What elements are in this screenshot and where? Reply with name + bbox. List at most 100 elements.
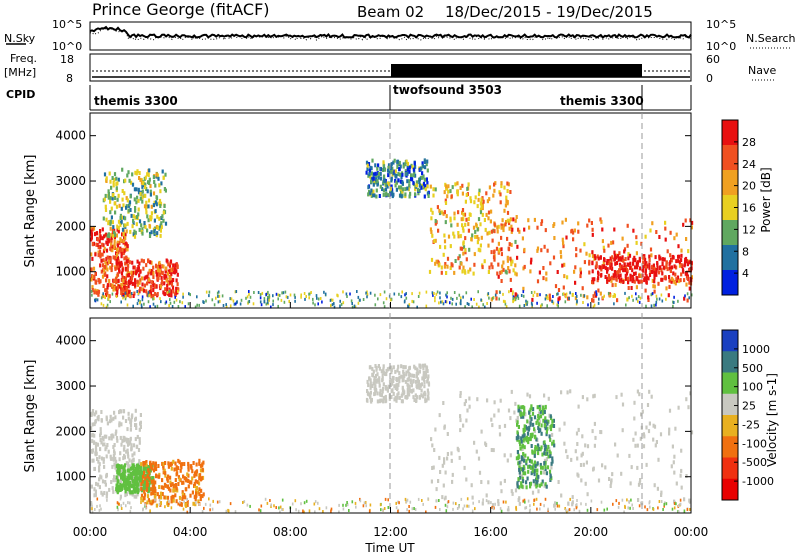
power-echo-cell <box>105 289 108 293</box>
velocity-echo-cell <box>93 487 96 492</box>
power-echo-cell <box>690 266 693 271</box>
velocity-echo-cell <box>153 464 156 469</box>
velocity-echo-cell <box>382 508 384 512</box>
velocity-echo-cell <box>148 476 151 481</box>
velocity-echo-cell <box>550 465 553 470</box>
velocity-echo-cell <box>546 465 550 470</box>
power-echo-cell <box>312 301 314 305</box>
power-echo-cell <box>625 303 627 307</box>
power-echo-cell <box>523 227 526 232</box>
power-echo-cell <box>690 225 693 230</box>
power-echo-cell <box>132 232 135 236</box>
velocity-echo-cell <box>338 510 340 514</box>
velocity-echo-cell <box>143 461 147 465</box>
power-echo-cell <box>107 237 110 242</box>
velocity-echo-cell <box>105 473 108 478</box>
velocity-echo-cell <box>502 500 505 504</box>
velocity-echo-cell <box>127 468 131 473</box>
velocity-colorbar-label: Velocity [m s-1] <box>765 373 779 467</box>
power-echo-cell <box>407 305 410 309</box>
power-echo-cell <box>117 278 120 283</box>
power-echo-cell <box>150 260 153 265</box>
velocity-echo-cell <box>401 392 404 397</box>
velocity-echo-cell <box>379 388 382 393</box>
power-echo-cell <box>154 284 157 289</box>
power-echo-cell <box>435 259 438 264</box>
power-echo-cell <box>172 289 175 294</box>
power-echo-cell <box>536 279 540 284</box>
velocity-echo-cell <box>544 482 547 487</box>
velocity-echo-cell <box>457 448 460 453</box>
velocity-echo-cell <box>132 475 135 480</box>
velocity-echo-cell <box>494 502 496 506</box>
power-echo-cell <box>485 191 488 196</box>
power-echo-cell <box>109 260 112 264</box>
power-echo-cell <box>495 290 498 295</box>
power-echo-cell <box>455 302 457 306</box>
velocity-echo-cell <box>468 404 471 409</box>
velocity-echo-cell <box>145 469 148 474</box>
power-echo-cell <box>118 284 121 289</box>
velocity-echo-cell <box>497 502 500 507</box>
velocity-echo-cell <box>158 503 161 507</box>
velocity-echo-cell <box>139 425 142 429</box>
power-echo-cell <box>383 167 387 172</box>
power-echo-cell <box>514 271 517 276</box>
power-echo-cell <box>599 255 602 260</box>
velocity-echo-cell <box>193 481 196 486</box>
x-tick-label: 12:00 <box>373 525 408 539</box>
power-echo-cell <box>136 282 140 287</box>
velocity-echo-cell <box>128 458 131 463</box>
power-echo-cell <box>479 248 482 253</box>
power-echo-cell <box>510 242 513 247</box>
power-echo-cell <box>610 275 614 280</box>
power-echo-cell <box>431 291 434 295</box>
velocity-echo-cell <box>162 461 165 466</box>
velocity-echo-cell <box>518 501 521 506</box>
velocity-echo-cell <box>535 481 538 485</box>
power-echo-cell <box>134 208 137 213</box>
power-echo-cell <box>635 285 638 290</box>
power-echo-cell <box>451 263 454 268</box>
power-echo-cell <box>100 269 103 274</box>
power-echo-cell <box>476 204 479 209</box>
power-echo-cell <box>94 271 97 276</box>
power-echo-cell <box>610 240 613 245</box>
power-echo-cell <box>110 206 113 211</box>
velocity-echo-cell <box>518 470 521 475</box>
velocity-echo-cell <box>144 481 147 486</box>
velocity-echo-cell <box>161 461 164 466</box>
power-echo-cell <box>403 300 406 304</box>
velocity-echo-cell <box>121 439 124 443</box>
power-echo-cell <box>398 167 401 172</box>
power-echo-cell <box>107 195 110 200</box>
velocity-echo-cell <box>126 478 129 483</box>
power-echo-cell <box>365 291 367 295</box>
velocity-echo-cell <box>150 487 153 492</box>
power-echo-cell <box>638 300 641 304</box>
velocity-echo-cell <box>180 501 183 506</box>
power-echo-cell <box>592 294 595 299</box>
power-echo-cell <box>219 299 221 303</box>
velocity-echo-cell <box>527 437 530 441</box>
power-echo-cell <box>675 259 678 264</box>
velocity-echo-cell <box>127 411 130 416</box>
velocity-echo-cell <box>534 435 537 440</box>
power-echo-cell <box>118 241 121 245</box>
power-echo-cell <box>159 284 163 289</box>
power-echo-cell <box>592 305 595 309</box>
velocity-echo-cell <box>523 424 526 429</box>
velocity-echo-cell <box>394 395 397 400</box>
power-echo-cell <box>531 305 533 309</box>
power-echo-cell <box>422 174 425 179</box>
power-echo-cell <box>120 251 123 256</box>
power-echo-cell <box>205 299 207 303</box>
velocity-echo-cell <box>110 480 113 484</box>
velocity-echo-cell <box>397 377 400 382</box>
velocity-echo-cell <box>526 392 529 397</box>
velocity-echo-cell <box>541 405 545 410</box>
velocity-echo-cell <box>416 385 419 390</box>
velocity-echo-cell <box>424 399 427 404</box>
power-echo-cell <box>657 270 661 275</box>
power-echo-cell <box>561 237 564 242</box>
